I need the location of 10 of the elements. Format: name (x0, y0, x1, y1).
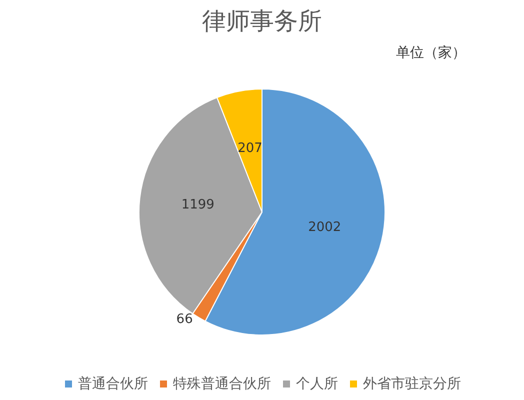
data-label: 66 (176, 312, 193, 327)
data-label: 207 (238, 141, 262, 156)
chart-title: 律师事务所 (202, 7, 322, 35)
legend-label: 个人所 (296, 376, 338, 392)
legend-label: 普通合伙所 (78, 375, 148, 392)
legend-label: 外省市驻京分所 (363, 376, 461, 392)
text: 单位（家） (396, 45, 466, 61)
legend-label: 特殊普通合伙所 (173, 375, 271, 392)
data-label: 2002 (308, 220, 342, 235)
data-label: 1199 (181, 197, 214, 212)
